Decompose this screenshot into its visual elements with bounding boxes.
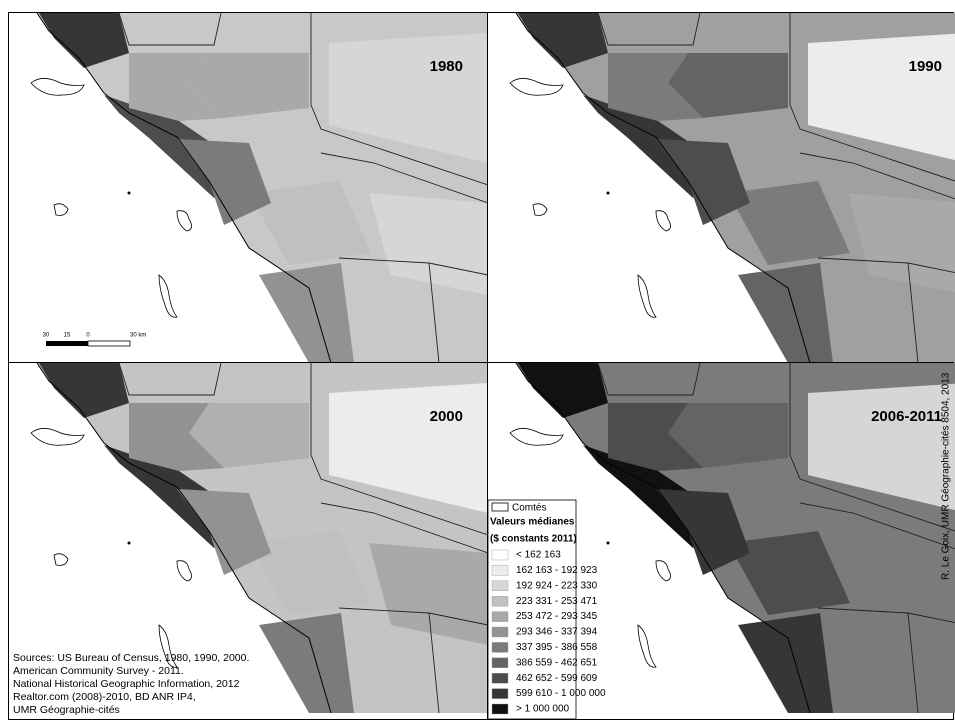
county-swatch bbox=[491, 502, 509, 512]
legend-label: < 162 163 bbox=[516, 550, 561, 561]
scale-tick-label: 15 bbox=[64, 333, 71, 339]
legend-swatch bbox=[491, 580, 509, 591]
legend-swatch bbox=[491, 703, 509, 715]
legend-swatch bbox=[491, 626, 509, 638]
sources: Sources: US Bureau of Census, 1980, 1990… bbox=[13, 652, 249, 716]
legend-label: 599 610 - 1 000 000 bbox=[516, 688, 606, 699]
panel-label: 2000 bbox=[430, 408, 463, 425]
panel-label: 1980 bbox=[430, 58, 463, 75]
panels: 1980 1990 2000 2006-2011 bbox=[31, 13, 955, 713]
panel-label: 2006-2011 bbox=[871, 408, 942, 425]
legend-label: 337 395 - 386 558 bbox=[516, 642, 598, 653]
source-line: National Historical Geographic Informati… bbox=[13, 678, 240, 690]
legend-label: 253 472 - 293 345 bbox=[516, 611, 598, 622]
legend-title: Valeurs médianes bbox=[490, 517, 575, 528]
legend-swatch bbox=[491, 596, 509, 607]
legend-swatch bbox=[491, 549, 509, 561]
credit: R. Le Goix, UMR Géographie-cités 8504, 2… bbox=[941, 372, 952, 580]
scale-tick-label: 30 bbox=[43, 333, 50, 339]
map-panel: 1990 bbox=[510, 13, 955, 363]
legend-label: 293 346 - 337 394 bbox=[516, 627, 598, 638]
legend-county: Comtés bbox=[512, 503, 546, 514]
scale-tick-label: 0 bbox=[86, 333, 90, 339]
legend-label: 223 331 - 253 471 bbox=[516, 596, 598, 607]
legend: Comtés Valeurs médianes ($ constants 2011)… bbox=[487, 499, 606, 720]
legend-label: > 1 000 000 bbox=[516, 704, 570, 715]
legend-subtitle: ($ constants 2011) bbox=[490, 534, 577, 545]
source-line: Realtor.com (2008)-2010, BD ANR IP4, bbox=[13, 691, 196, 703]
legend-swatch bbox=[491, 673, 509, 684]
map-panel: 2000 bbox=[31, 363, 488, 713]
source-line: UMR Géographie-cités bbox=[13, 704, 120, 716]
panel-label: 1990 bbox=[909, 58, 942, 75]
scale-tick-label: 30 km bbox=[130, 333, 146, 339]
legend-label: 162 163 - 192 923 bbox=[516, 565, 598, 576]
scale-bar: 30 15 0 30 km bbox=[43, 333, 146, 347]
source-line: Sources: US Bureau of Census, 1980, 1990… bbox=[13, 652, 249, 664]
legend-label: 462 652 - 599 609 bbox=[516, 673, 598, 684]
legend-swatch bbox=[491, 688, 509, 699]
legend-swatch bbox=[491, 565, 509, 576]
source-line: American Community Survey - 2011. bbox=[13, 665, 184, 677]
legend-swatch bbox=[491, 642, 509, 653]
map-panel: 1980 bbox=[31, 13, 488, 363]
legend-swatch bbox=[491, 611, 509, 622]
legend-label: 192 924 - 223 330 bbox=[516, 580, 598, 591]
legend-swatch bbox=[491, 657, 509, 668]
legend-label: 386 559 - 462 651 bbox=[516, 657, 598, 668]
map-panel: 2006-2011 bbox=[510, 363, 955, 713]
